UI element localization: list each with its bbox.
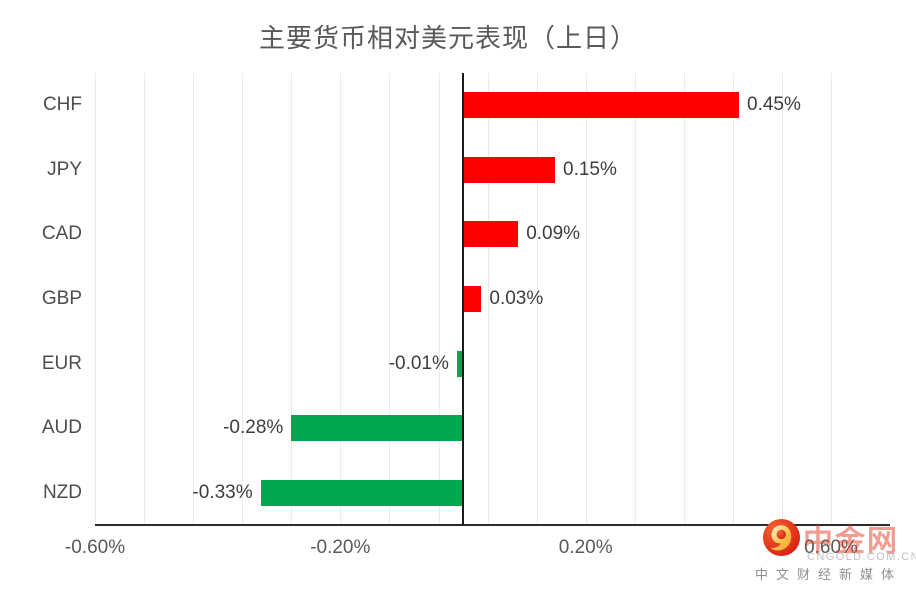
cngold-logo-icon bbox=[762, 518, 801, 557]
bar-EUR bbox=[456, 350, 463, 377]
zero-baseline bbox=[462, 73, 464, 525]
value-label-JPY: 0.15% bbox=[563, 158, 617, 180]
x-axis-tick-label: -0.20% bbox=[310, 537, 371, 558]
minor-gridline bbox=[242, 73, 244, 525]
bar-AUD bbox=[291, 415, 463, 442]
category-label-EUR: EUR bbox=[41, 352, 82, 374]
minor-gridline bbox=[634, 73, 636, 525]
watermark-tagline-text: 中文财经新媒体 bbox=[755, 567, 903, 582]
chart-title: 主要货币相对美元表现（上日） bbox=[258, 23, 637, 53]
minor-gridline bbox=[193, 73, 195, 525]
minor-gridline bbox=[781, 73, 783, 525]
category-label-GBP: GBP bbox=[41, 288, 82, 309]
minor-gridline bbox=[536, 73, 538, 525]
value-label-EUR: -0.01% bbox=[388, 352, 449, 374]
minor-gridline bbox=[487, 73, 489, 525]
minor-gridline bbox=[683, 73, 685, 525]
category-label-AUD: AUD bbox=[41, 417, 82, 439]
x-axis-line bbox=[95, 524, 890, 526]
watermark-brand-text: 中金网 bbox=[803, 525, 899, 558]
minor-gridline bbox=[340, 73, 342, 525]
category-label-CHF: CHF bbox=[42, 94, 82, 116]
value-label-CHF: 0.45% bbox=[747, 94, 801, 116]
bar-CAD bbox=[463, 221, 519, 248]
category-label-CAD: CAD bbox=[41, 223, 82, 245]
bar-GBP bbox=[463, 286, 482, 312]
value-label-AUD: -0.28% bbox=[223, 417, 284, 439]
value-label-NZD: -0.33% bbox=[192, 481, 253, 503]
x-axis-tick-label: 0.20% bbox=[558, 537, 613, 558]
cngold-watermark: 中金网 CNGOLD.COM.CN 中文财经新媒体 bbox=[753, 515, 916, 587]
minor-gridline bbox=[585, 73, 587, 525]
minor-gridline bbox=[732, 73, 734, 525]
minor-gridline bbox=[438, 73, 440, 525]
value-label-CAD: 0.09% bbox=[526, 223, 581, 245]
minor-gridline bbox=[389, 73, 391, 525]
bar-CHF bbox=[463, 92, 739, 119]
minor-gridline bbox=[144, 73, 146, 525]
watermark-domain-text: CNGOLD.COM.CN bbox=[807, 551, 916, 563]
value-label-GBP: 0.03% bbox=[489, 288, 544, 309]
bar-NZD bbox=[260, 479, 463, 506]
minor-gridline bbox=[831, 73, 832, 525]
category-label-JPY: JPY bbox=[47, 158, 82, 180]
minor-gridline bbox=[95, 73, 96, 525]
minor-gridline bbox=[291, 73, 293, 525]
x-axis-tick-label: -0.60% bbox=[64, 537, 126, 558]
category-label-NZD: NZD bbox=[42, 481, 82, 503]
bar-JPY bbox=[463, 156, 555, 183]
x-axis-tick-label: 0.60% bbox=[804, 537, 858, 558]
